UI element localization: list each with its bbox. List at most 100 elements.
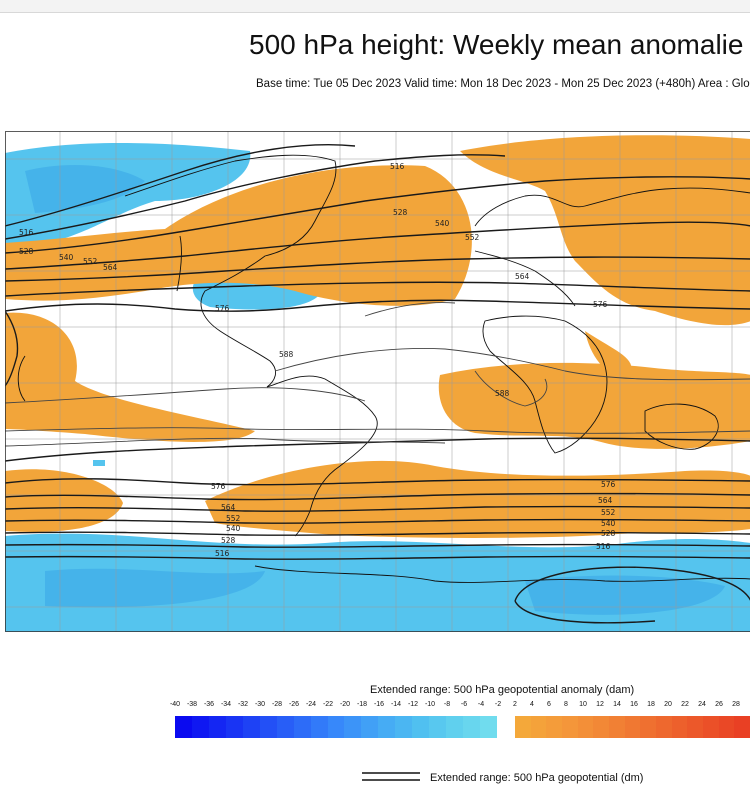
- anomaly-map: 516 528 540 552 564 576 588 516 528 540 …: [5, 131, 750, 632]
- legend-tick-label: 6: [547, 701, 551, 708]
- legend-positive-swatch: [530, 716, 547, 738]
- legend-positive-swatch: [609, 716, 626, 738]
- contour-label: 564: [515, 272, 530, 281]
- legend-negative-swatch: [242, 716, 261, 738]
- contour-label: 528: [221, 536, 236, 545]
- contour-legend-label: Extended range: 500 hPa geopotential (dm…: [430, 772, 644, 784]
- contour-label: 576: [593, 300, 608, 309]
- contour-label: 540: [435, 219, 450, 228]
- legend-negative-swatch: [395, 716, 413, 738]
- legend-tick-label: -24: [305, 701, 317, 708]
- legend-negative-swatch: [429, 716, 447, 738]
- legend-negative-swatch: [344, 716, 362, 738]
- legend-positive-swatch: [656, 716, 673, 738]
- legend-tick-label: -30: [254, 701, 266, 708]
- thin-contours: [5, 302, 750, 447]
- legend-negative-swatch: [327, 716, 345, 738]
- legend-tick-label: 4: [530, 701, 534, 708]
- contour-legend-swatch: [362, 772, 420, 781]
- legend-negative-swatch: [412, 716, 430, 738]
- legend-negative-swatch: [259, 716, 278, 738]
- legend-tick-label: 2: [513, 701, 517, 708]
- anomaly-colorbar: [0, 716, 750, 738]
- contour-label: 540: [59, 253, 74, 262]
- legend-tick-label: 26: [715, 701, 723, 708]
- legend-tick-label: -22: [322, 701, 334, 708]
- anomaly-legend-ticks: -40 -38 -36 -34 -32 -30 -28 -26 -24 -22 -20 -18 -16-…: [0, 701, 750, 713]
- legend-negative-swatch: [175, 716, 193, 738]
- map-border: [5, 131, 750, 632]
- legend-tick-label: -40: [169, 701, 181, 708]
- legend-tick-label: 18: [647, 701, 655, 708]
- contour-label: 588: [495, 389, 510, 398]
- legend-tick-label: 20: [664, 701, 672, 708]
- legend-negative-swatch: [378, 716, 396, 738]
- coastlines: [17, 154, 750, 583]
- legend-negative-swatch: [361, 716, 379, 738]
- browser-top-strip: [0, 0, 750, 13]
- legend-tick-label: -16: [373, 701, 385, 708]
- legend-negative-swatch: [446, 716, 464, 738]
- legend-tick-label: 28: [732, 701, 740, 708]
- legend-tick-label: -36: [203, 701, 215, 708]
- legend-positive-swatch: [515, 716, 532, 738]
- legend-tick-label: -28: [271, 701, 283, 708]
- contour-label: 516: [215, 549, 230, 558]
- legend-tick-label: -6: [460, 701, 468, 708]
- legend-positive-swatch: [546, 716, 563, 738]
- legend-tick-label: 16: [630, 701, 638, 708]
- legend-tick-label: -26: [288, 701, 300, 708]
- legend-tick-label: -34: [220, 701, 232, 708]
- contour-label: 528: [393, 208, 408, 217]
- legend-tick-label: -12: [407, 701, 419, 708]
- contour-label: 516: [596, 542, 611, 551]
- legend-negative-swatch: [225, 716, 244, 738]
- legend-tick-label: 12: [596, 701, 604, 708]
- legend-positive-swatch: [671, 716, 688, 738]
- legend-tick-label: -8: [443, 701, 451, 708]
- legend-tick-label: -18: [356, 701, 368, 708]
- legend-tick-label: -4: [477, 701, 485, 708]
- contour-label: 540: [601, 519, 616, 528]
- legend-negative-swatch: [276, 716, 295, 738]
- map-canvas: 516 528 540 552 564 576 588 516 528 540 …: [5, 131, 750, 632]
- anomaly-legend-title: Extended range: 500 hPa geopotential ano…: [370, 684, 635, 696]
- legend-tick-label: -38: [186, 701, 198, 708]
- contour-label: 588: [279, 350, 294, 359]
- contour-label: 516: [19, 228, 34, 237]
- contour-labels: 516 528 540 552 564 576 588 516 528 540 …: [19, 162, 616, 558]
- legend-negative-swatch: [208, 716, 227, 738]
- legend-negative-swatch: [480, 716, 498, 738]
- contour-label: 564: [103, 263, 118, 272]
- legend-tick-label: -20: [339, 701, 351, 708]
- legend-tick-label: 24: [698, 701, 706, 708]
- geopotential-contours: [5, 144, 750, 624]
- contour-label: 564: [598, 496, 613, 505]
- contour-label: 552: [601, 508, 616, 517]
- legend-tick-label: 10: [579, 701, 587, 708]
- legend-positive-swatch: [734, 716, 750, 738]
- graticule: [5, 131, 750, 632]
- chart-title: 500 hPa height: Weekly mean anomalie: [249, 29, 744, 60]
- contour-label: 564: [221, 503, 236, 512]
- contour-label: 576: [215, 304, 230, 313]
- contour-label: 552: [226, 514, 241, 523]
- legend-tick-label: -10: [424, 701, 436, 708]
- legend-positive-swatch: [640, 716, 657, 738]
- legend-positive-swatch: [687, 716, 704, 738]
- chart-subtitle: Base time: Tue 05 Dec 2023 Valid time: M…: [256, 78, 750, 90]
- contour-label: 552: [83, 257, 98, 266]
- contour-label: 528: [601, 529, 616, 538]
- legend-tick-label: -14: [390, 701, 402, 708]
- legend-negative-swatch: [463, 716, 481, 738]
- contour-label: 516: [390, 162, 405, 171]
- legend-tick-label: 8: [564, 701, 568, 708]
- legend-positive-swatch: [624, 716, 641, 738]
- contour-label: 552: [465, 233, 480, 242]
- contour-label: 528: [19, 247, 34, 256]
- legend-negative-swatch: [191, 716, 210, 738]
- legend-negative-swatch: [310, 716, 329, 738]
- legend-positive-swatch: [718, 716, 735, 738]
- legend-positive-swatch: [577, 716, 594, 738]
- legend-negative-swatch: [293, 716, 312, 738]
